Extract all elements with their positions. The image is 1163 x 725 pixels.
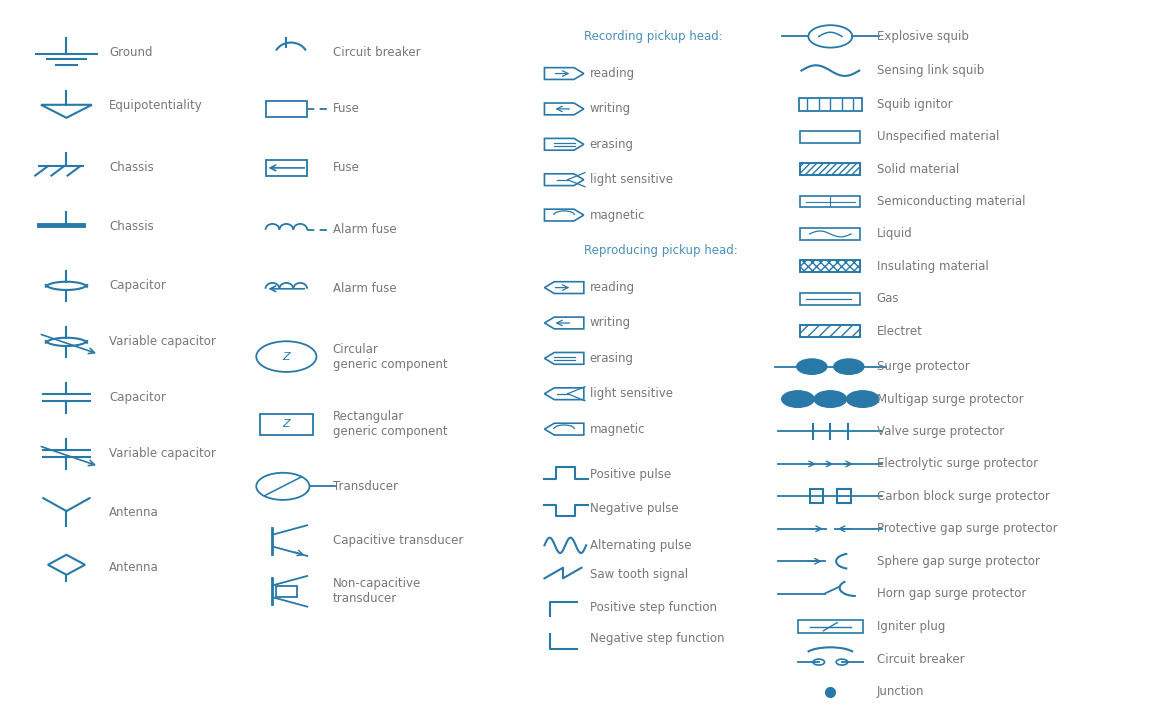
Text: Electrolytic surge protector: Electrolytic surge protector (877, 457, 1037, 471)
Text: Valve surge protector: Valve surge protector (877, 425, 1004, 438)
Text: Circuit breaker: Circuit breaker (877, 653, 964, 666)
Text: erasing: erasing (590, 138, 634, 151)
Text: Circular
generic component: Circular generic component (333, 343, 448, 370)
Text: Negative pulse: Negative pulse (590, 502, 678, 515)
Text: Explosive squib: Explosive squib (877, 30, 969, 43)
Text: Alternating pulse: Alternating pulse (590, 539, 691, 552)
Text: Gas: Gas (877, 292, 899, 305)
Text: Circuit breaker: Circuit breaker (333, 46, 420, 59)
Text: Transducer: Transducer (333, 480, 398, 493)
Text: Semiconducting material: Semiconducting material (877, 195, 1025, 208)
Text: Z: Z (283, 420, 290, 429)
Text: Capacitor: Capacitor (109, 392, 166, 405)
Text: Insulating material: Insulating material (877, 260, 989, 273)
Text: Variable capacitor: Variable capacitor (109, 336, 216, 348)
Text: Sphere gap surge protector: Sphere gap surge protector (877, 555, 1040, 568)
Text: Positive pulse: Positive pulse (590, 468, 671, 481)
Text: Positive step function: Positive step function (590, 601, 716, 614)
Text: Squib ignitor: Squib ignitor (877, 98, 952, 111)
Text: Fuse: Fuse (333, 102, 359, 115)
Text: Alarm fuse: Alarm fuse (333, 223, 397, 236)
Circle shape (814, 391, 847, 407)
Circle shape (797, 359, 827, 374)
Text: Saw tooth signal: Saw tooth signal (590, 568, 687, 581)
Text: Chassis: Chassis (109, 162, 154, 175)
Text: light sensitive: light sensitive (590, 387, 672, 400)
Text: Capacitive transducer: Capacitive transducer (333, 534, 463, 547)
Text: writing: writing (590, 317, 630, 329)
Text: Recording pickup head:: Recording pickup head: (584, 30, 722, 43)
Text: reading: reading (590, 67, 635, 80)
Text: Sensing link squib: Sensing link squib (877, 64, 984, 77)
Text: Horn gap surge protector: Horn gap surge protector (877, 587, 1026, 600)
Text: Igniter plug: Igniter plug (877, 620, 946, 633)
Text: Junction: Junction (877, 685, 925, 698)
Text: Electret: Electret (877, 325, 922, 338)
Circle shape (847, 391, 879, 407)
Text: Non-capacitive
transducer: Non-capacitive transducer (333, 577, 421, 605)
Text: Antenna: Antenna (109, 506, 159, 519)
Text: Unspecified material: Unspecified material (877, 130, 999, 143)
Text: Carbon block surge protector: Carbon block surge protector (877, 490, 1049, 503)
Text: Negative step function: Negative step function (590, 632, 725, 645)
Text: writing: writing (590, 102, 630, 115)
Text: Rectangular
generic component: Rectangular generic component (333, 410, 448, 439)
Text: light sensitive: light sensitive (590, 173, 672, 186)
Text: Z: Z (283, 352, 290, 362)
Text: Protective gap surge protector: Protective gap surge protector (877, 522, 1057, 535)
Text: Antenna: Antenna (109, 561, 159, 574)
Text: Reproducing pickup head:: Reproducing pickup head: (584, 244, 737, 257)
Text: Surge protector: Surge protector (877, 360, 970, 373)
Text: Liquid: Liquid (877, 228, 913, 241)
Text: Chassis: Chassis (109, 220, 154, 233)
Text: Alarm fuse: Alarm fuse (333, 282, 397, 295)
Text: Equipotentiality: Equipotentiality (109, 99, 204, 112)
Text: erasing: erasing (590, 352, 634, 365)
Text: magnetic: magnetic (590, 209, 645, 222)
Text: Multigap surge protector: Multigap surge protector (877, 392, 1023, 405)
Text: Ground: Ground (109, 46, 152, 59)
Text: Solid material: Solid material (877, 162, 959, 175)
Text: Capacitor: Capacitor (109, 279, 166, 292)
Circle shape (834, 359, 864, 374)
Text: magnetic: magnetic (590, 423, 645, 436)
Text: Variable capacitor: Variable capacitor (109, 447, 216, 460)
Text: reading: reading (590, 281, 635, 294)
Circle shape (782, 391, 814, 407)
Text: Fuse: Fuse (333, 162, 359, 175)
